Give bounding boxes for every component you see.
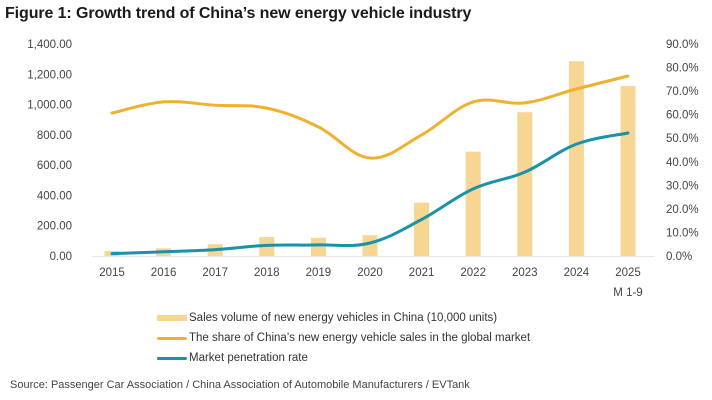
bar-2023 — [517, 112, 533, 257]
x-tick-label: 2020 — [357, 267, 383, 279]
global-share-line — [110, 74, 630, 160]
x-tick-label: 2019 — [306, 267, 332, 279]
left-tick-label: 800.00 — [37, 130, 72, 142]
legend-label-penetration: Market penetration rate — [189, 352, 308, 364]
legend-label-share: The share of China’s new energy vehicle … — [189, 332, 531, 344]
x-tick-label: 2025 — [615, 267, 641, 279]
x-tick-label: 2021 — [409, 267, 435, 279]
sales-bars — [104, 61, 636, 257]
right-tick-label: 80.0% — [666, 63, 699, 75]
right-tick-label: 20.0% — [666, 204, 699, 216]
right-tick-label: 90.0% — [666, 39, 699, 51]
legend-item-penetration: Market penetration rate — [157, 348, 530, 368]
right-tick-label: 0.0% — [666, 251, 692, 263]
legend-swatch-bar — [157, 315, 187, 321]
right-tick-label: 50.0% — [666, 133, 699, 145]
x-tick-label: 2024 — [564, 267, 590, 279]
left-tick-label: 1,000.00 — [27, 100, 72, 112]
x-tick-label: 2022 — [460, 267, 486, 279]
x-tick-sublabel: M 1-9 — [613, 287, 642, 299]
legend-swatch-share-line — [157, 336, 187, 340]
x-tick-label: 2023 — [512, 267, 538, 279]
bar-2024 — [568, 61, 584, 257]
left-tick-label: 400.00 — [37, 190, 72, 202]
x-tick-label: 2017 — [202, 267, 228, 279]
left-axis-ticks: 0.00 200.00 400.00 600.00 800.00 1,000.00 1,20… — [27, 39, 72, 263]
penetration-rate-line — [110, 131, 630, 256]
source-note: Source: Passenger Car Association / Chin… — [10, 379, 470, 391]
right-tick-label: 70.0% — [666, 86, 699, 98]
x-tick-label: 2015 — [99, 267, 125, 279]
left-tick-label: 200.00 — [37, 221, 72, 233]
left-tick-label: 600.00 — [37, 160, 72, 172]
legend-item-sales: Sales volume of new energy vehicles in C… — [157, 308, 530, 328]
legend-label-sales: Sales volume of new energy vehicles in C… — [189, 312, 498, 324]
bar-2019 — [310, 237, 326, 256]
chart-title: Figure 1: Growth trend of China’s new en… — [5, 5, 472, 22]
bar-2025 — [620, 85, 636, 256]
x-tick-label: 2016 — [151, 267, 177, 279]
bar-2022 — [465, 151, 481, 256]
legend-swatch-penetration-line — [157, 356, 187, 360]
bar-2021 — [414, 202, 430, 256]
bar-2020 — [362, 235, 378, 256]
right-axis-ticks: 0.0% 10.0% 20.0% 30.0% 40.0% 50.0% 60.0% 70.0% 8… — [666, 39, 699, 263]
combo-chart: 0.00 200.00 400.00 600.00 800.00 1,000.00 1,20… — [27, 39, 699, 299]
left-tick-label: 0.00 — [50, 251, 72, 263]
left-tick-label: 1,400.00 — [27, 39, 72, 51]
right-tick-label: 10.0% — [666, 227, 699, 239]
left-tick-label: 1,200.00 — [27, 69, 72, 81]
legend: Sales volume of new energy vehicles in C… — [157, 308, 530, 368]
legend-item-share: The share of China’s new energy vehicle … — [157, 328, 530, 348]
x-axis-ticks: 2015 2016 2017 2018 2019 2020 2021 2022 2023 2024… — [99, 267, 643, 299]
right-tick-label: 60.0% — [666, 110, 699, 122]
right-tick-label: 40.0% — [666, 157, 699, 169]
x-tick-label: 2018 — [254, 267, 280, 279]
right-tick-label: 30.0% — [666, 180, 699, 192]
